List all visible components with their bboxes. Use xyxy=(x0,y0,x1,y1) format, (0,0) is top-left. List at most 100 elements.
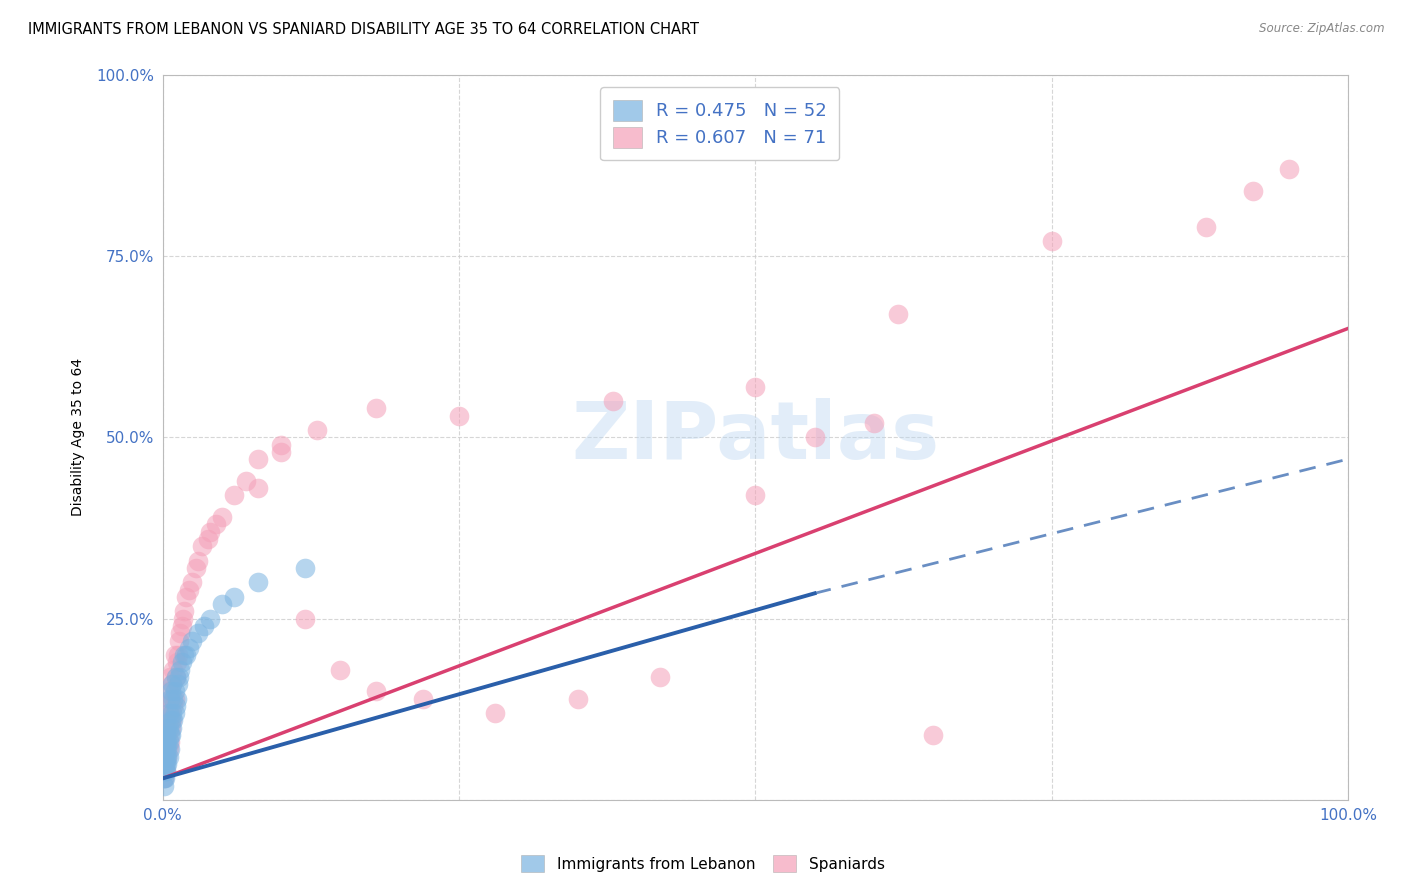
Legend: Immigrants from Lebanon, Spaniards: Immigrants from Lebanon, Spaniards xyxy=(513,847,893,880)
Point xyxy=(177,582,200,597)
Legend: R = 0.475   N = 52, R = 0.607   N = 71: R = 0.475 N = 52, R = 0.607 N = 71 xyxy=(600,87,839,161)
Point xyxy=(484,706,506,720)
Point xyxy=(160,691,183,706)
Point xyxy=(173,648,195,662)
Point xyxy=(157,684,180,698)
Point xyxy=(157,742,180,756)
Point xyxy=(166,655,188,669)
Point xyxy=(155,728,177,742)
Point xyxy=(184,561,207,575)
Point xyxy=(155,742,177,756)
Point xyxy=(160,721,183,735)
Point xyxy=(163,706,186,720)
Point xyxy=(329,663,352,677)
Point xyxy=(155,735,177,749)
Point xyxy=(159,735,181,749)
Point xyxy=(153,749,176,764)
Point xyxy=(160,714,183,728)
Point xyxy=(165,698,187,713)
Point xyxy=(205,517,228,532)
Point xyxy=(922,728,945,742)
Point xyxy=(170,619,193,633)
Point xyxy=(222,488,245,502)
Point xyxy=(157,721,180,735)
Point xyxy=(270,437,292,451)
Point xyxy=(153,721,176,735)
Point xyxy=(156,728,179,742)
Point xyxy=(886,307,908,321)
Point xyxy=(1040,235,1063,249)
Text: Source: ZipAtlas.com: Source: ZipAtlas.com xyxy=(1260,22,1385,36)
Point xyxy=(153,779,176,793)
Point xyxy=(166,691,188,706)
Point xyxy=(160,714,183,728)
Point xyxy=(222,590,245,604)
Point xyxy=(156,742,179,756)
Point xyxy=(173,605,195,619)
Point xyxy=(156,735,179,749)
Point xyxy=(153,756,176,771)
Point xyxy=(803,430,825,444)
Point xyxy=(246,575,269,590)
Point xyxy=(157,749,180,764)
Point xyxy=(157,714,180,728)
Point xyxy=(155,756,177,771)
Point xyxy=(169,663,191,677)
Point xyxy=(160,721,183,735)
Point xyxy=(246,452,269,467)
Point xyxy=(163,691,186,706)
Point xyxy=(191,539,214,553)
Point xyxy=(156,749,179,764)
Point xyxy=(155,764,177,778)
Point xyxy=(153,772,176,786)
Point xyxy=(305,423,328,437)
Point xyxy=(364,401,387,416)
Point xyxy=(246,481,269,495)
Point xyxy=(153,772,176,786)
Point xyxy=(155,764,177,778)
Point xyxy=(155,698,177,713)
Point xyxy=(156,721,179,735)
Point xyxy=(1278,161,1301,176)
Point xyxy=(160,677,183,691)
Point xyxy=(744,488,766,502)
Point xyxy=(162,663,184,677)
Point xyxy=(160,684,183,698)
Point xyxy=(181,575,204,590)
Point xyxy=(157,706,180,720)
Point xyxy=(211,597,233,611)
Point xyxy=(163,684,186,698)
Point xyxy=(159,742,181,756)
Point xyxy=(364,684,387,698)
Point xyxy=(167,677,190,691)
Point xyxy=(169,670,191,684)
Point xyxy=(153,756,176,771)
Point xyxy=(211,510,233,524)
Point xyxy=(187,626,209,640)
Y-axis label: Disability Age 35 to 64: Disability Age 35 to 64 xyxy=(72,359,86,516)
Point xyxy=(602,394,624,409)
Point xyxy=(165,670,187,684)
Point xyxy=(156,749,179,764)
Point xyxy=(153,764,176,778)
Point xyxy=(156,756,179,771)
Point xyxy=(176,590,198,604)
Point xyxy=(160,706,183,720)
Point xyxy=(159,691,181,706)
Point xyxy=(167,648,190,662)
Point xyxy=(270,445,292,459)
Point xyxy=(176,648,198,662)
Point xyxy=(156,706,179,720)
Point xyxy=(177,640,200,655)
Point xyxy=(169,633,191,648)
Point xyxy=(169,626,191,640)
Point xyxy=(160,728,183,742)
Point xyxy=(170,655,193,669)
Point xyxy=(165,670,187,684)
Point xyxy=(160,677,183,691)
Point xyxy=(744,379,766,393)
Point xyxy=(162,691,184,706)
Point xyxy=(294,561,316,575)
Point xyxy=(159,706,181,720)
Point xyxy=(294,612,316,626)
